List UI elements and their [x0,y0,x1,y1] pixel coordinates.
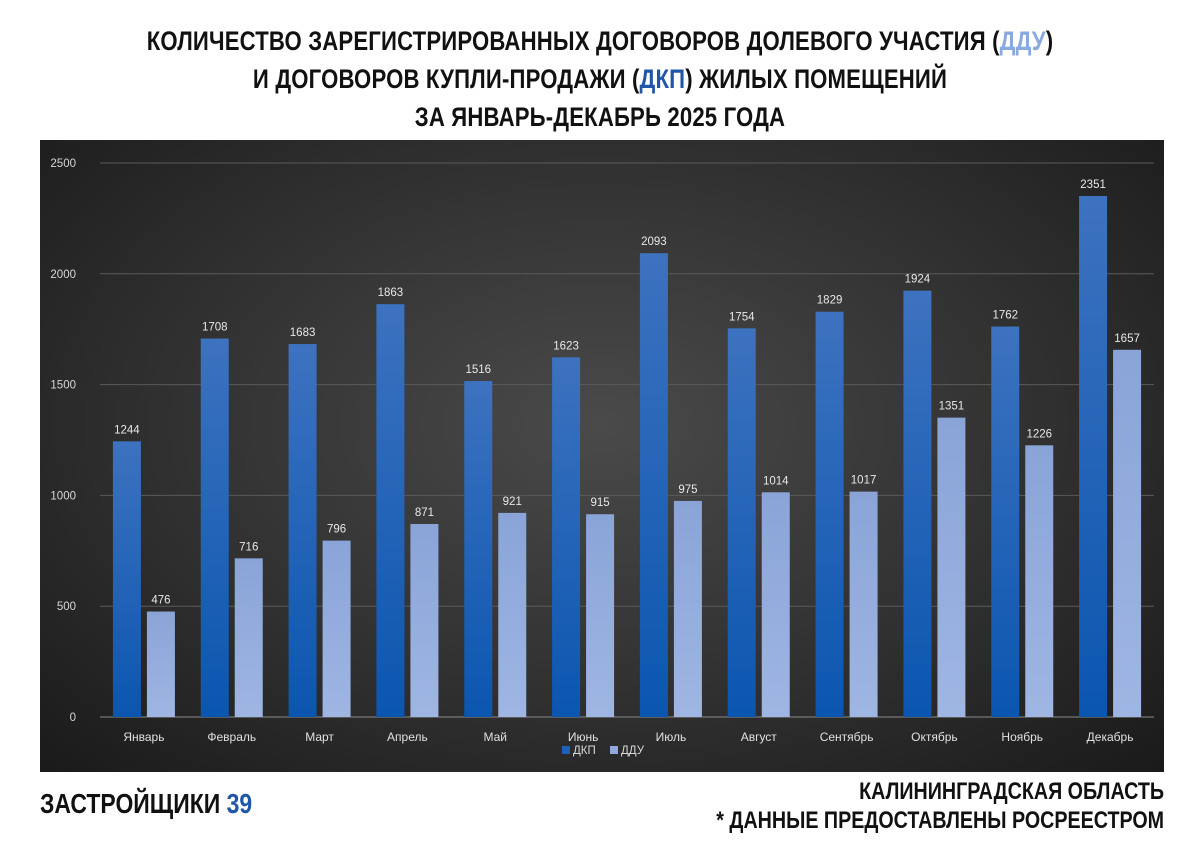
bar-ddu [410,523,439,717]
x-tick-label: Май [483,730,507,744]
x-tick-label: Декабрь [1087,730,1134,744]
bar-dkp [288,344,317,717]
bar-dkp [464,381,493,717]
data-label: 1708 [202,322,228,334]
bar-dkp [815,311,844,717]
data-label: 1017 [851,475,877,487]
bar-ddu [498,512,527,717]
data-label: 921 [503,496,522,508]
title-line-2-text: И ДОГОВОРОВ КУПЛИ-ПРОДАЖИ ( [252,64,640,94]
bar-ddu [234,558,263,717]
data-label: 796 [327,524,346,536]
legend-swatch-ddu [610,746,618,754]
data-label: 1351 [939,401,965,413]
bar-dkp [991,326,1020,717]
data-label: 1516 [465,364,491,376]
title-line-3: ЗА ЯНВАРЬ-ДЕКАБРЬ 2025 ГОДА [414,102,786,132]
bar-dkp [727,328,756,717]
data-label: 1863 [378,287,404,299]
data-label: 1244 [114,424,140,436]
y-tick-label: 2000 [50,269,76,281]
data-label: 1762 [992,310,1018,322]
brand-name: ЗАСТРОЙЩИКИ [40,788,221,819]
y-tick-label: 1000 [50,490,76,502]
x-tick-label: Июнь [568,730,599,744]
title-line-1-text: КОЛИЧЕСТВО ЗАРЕГИСТРИРОВАННЫХ ДОГОВОРОВ … [146,26,1000,56]
x-tick-label: Октябрь [911,730,958,744]
bar-ddu [761,492,790,717]
data-label: 1623 [553,340,579,352]
data-label: 1754 [729,311,755,323]
data-label: 915 [590,497,609,509]
source-note: * ДАННЫЕ ПРЕДОСТАВЛЕНЫ РОСРЕЕСТРОМ [716,807,1164,834]
bar-dkp [376,304,405,717]
footer-notes: КАЛИНИНГРАДСКАЯ ОБЛАСТЬ * ДАННЫЕ ПРЕДОСТ… [716,777,1164,835]
x-tick-label: Март [305,730,334,744]
x-tick-label: Январь [123,730,164,744]
title-dkp-highlight: ДКП [639,64,686,94]
chart-title: КОЛИЧЕСТВО ЗАРЕГИСТРИРОВАННЫХ ДОГОВОРОВ … [108,22,1092,136]
title-line-2-end: ) ЖИЛЫХ ПОМЕЩЕНИЙ [685,64,948,94]
brand-number: 39 [226,788,253,819]
region-label: КАЛИНИНГРАДСКАЯ ОБЛАСТЬ [859,778,1164,805]
bar-dkp [903,290,932,717]
bar-ddu [673,500,702,717]
title-line-2: И ДОГОВОРОВ КУПЛИ-ПРОДАЖИ (ДКП) ЖИЛЫХ ПО… [108,60,1092,98]
grid-layer: 0 500 1000 1500 2000 2500 [50,158,1154,724]
y-tick-label: 1500 [50,380,76,392]
bar-ddu [146,611,175,717]
bar-ddu [849,491,878,717]
data-label: 2093 [641,236,667,248]
title-line-1: КОЛИЧЕСТВО ЗАРЕГИСТРИРОВАННЫХ ДОГОВОРОВ … [108,22,1092,60]
bar-dkp [112,441,141,717]
y-tick-label: 2500 [50,158,76,170]
x-tick-label: Июль [656,730,687,744]
x-tick-label: Февраль [207,730,256,744]
bar-dkp [639,253,668,717]
data-label: 2351 [1080,179,1106,191]
labels-layer: 1244 476 Январь 1708 716 Февраль 1683 796 Март 18… [114,179,1140,744]
data-label: 1226 [1026,428,1052,440]
data-label: 1829 [817,295,843,307]
data-label: 476 [151,595,170,607]
bar-ddu [1025,445,1054,717]
bar-dkp [1079,196,1108,717]
bar-dkp [552,357,581,717]
legend-swatch-dkp [562,746,570,754]
y-tick-label: 0 [70,712,76,724]
bars-layer [112,196,1142,717]
chart-area: 0 500 1000 1500 2000 2500 1244 476 Январь 1708 71… [40,140,1164,772]
data-label: 1657 [1114,333,1140,345]
x-tick-label: Ноябрь [1001,730,1043,744]
bar-chart: 0 500 1000 1500 2000 2500 1244 476 Январь 1708 71… [50,158,1154,757]
title-line-1-end: ) [1045,26,1054,56]
bar-ddu [322,540,351,717]
data-label: 1683 [290,327,316,339]
data-label: 975 [678,484,697,496]
data-label: 1014 [763,475,789,487]
data-label: 716 [239,541,258,553]
x-tick-label: Апрель [387,730,428,744]
data-label: 871 [415,507,434,519]
bar-dkp [200,338,229,717]
legend-label: ДКП [573,745,596,757]
data-label: 1924 [905,274,931,286]
x-tick-label: Сентябрь [820,730,874,744]
title-ddu-highlight: ДДУ [999,26,1046,56]
bar-ddu [1113,349,1142,717]
y-tick-label: 500 [57,601,76,613]
x-tick-label: Август [741,730,778,744]
legend: ДКП ДДУ [562,745,645,757]
legend-label: ДДУ [621,745,645,757]
bar-ddu [937,417,966,717]
bar-ddu [586,514,615,717]
brand-logo: ЗАСТРОЙЩИКИ 39 [40,788,252,820]
